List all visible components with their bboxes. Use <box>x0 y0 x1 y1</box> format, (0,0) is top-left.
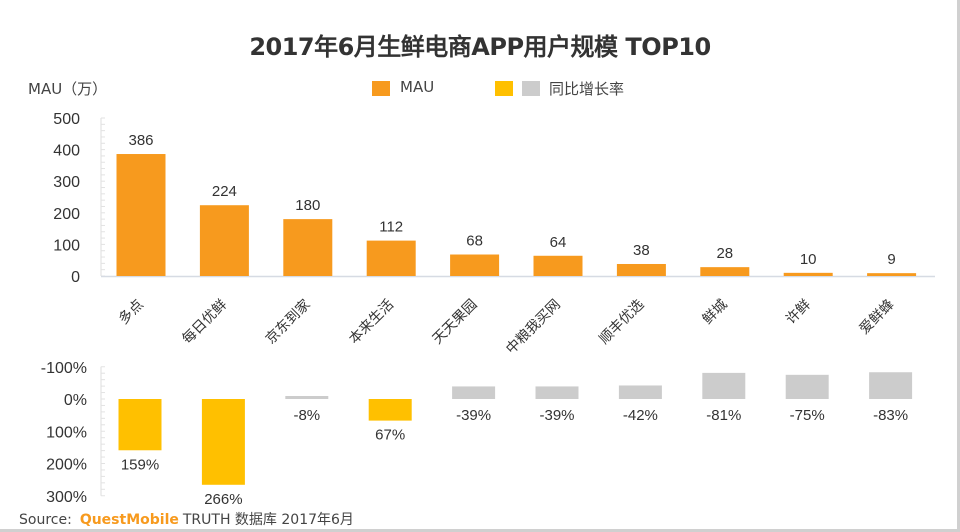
mau-y-tick-label: 100 <box>53 237 80 254</box>
mau-data-label: 38 <box>633 242 650 259</box>
growth-bars <box>119 372 913 485</box>
mau-bar <box>867 273 916 276</box>
mau-bar <box>700 267 749 276</box>
source-brand: QuestMobile <box>80 512 179 528</box>
category-label: 鲜城 <box>700 297 731 328</box>
growth-data-label: -75% <box>790 407 825 424</box>
growth-bar <box>369 399 412 421</box>
growth-bar <box>702 373 745 399</box>
growth-axis: -100% 0% 100% 200% 300% <box>41 360 105 506</box>
category-label: 天天果园 <box>430 297 481 348</box>
mau-bar <box>450 255 499 276</box>
chart-canvas: 0 100 200 300 400 500 386 224 180 112 68 64 38 28 10 9… <box>0 0 960 532</box>
source-note: Source: QuestMobileTRUTH 数据库 2017年6月 <box>19 509 354 529</box>
mau-bar <box>784 273 833 276</box>
mau-y-tick-label: 400 <box>53 143 80 160</box>
growth-y-tick-label: 100% <box>46 424 87 441</box>
growth-bar <box>536 386 579 399</box>
growth-data-label: -42% <box>623 407 658 424</box>
growth-bar <box>786 375 829 399</box>
mau-bar <box>200 205 249 276</box>
mau-y-tick-label: 0 <box>71 269 80 286</box>
source-prefix: Source: <box>19 512 72 528</box>
category-label: 爱鲜蜂 <box>856 297 897 338</box>
category-label: 许鲜 <box>783 297 814 328</box>
mau-bars <box>117 154 917 276</box>
mau-data-label: 68 <box>466 233 483 250</box>
growth-data-label: 67% <box>375 427 405 444</box>
category-label: 本来生活 <box>346 297 397 348</box>
mau-bar <box>283 219 332 276</box>
mau-bar <box>617 264 666 276</box>
growth-bar <box>452 386 495 399</box>
growth-bar <box>619 385 662 399</box>
mau-y-tick-label: 200 <box>53 206 80 223</box>
growth-bar <box>869 372 912 399</box>
growth-y-tick-label: -100% <box>41 360 87 377</box>
category-label: 多点 <box>115 296 147 328</box>
mau-data-label: 180 <box>295 197 320 214</box>
mau-data-label: 386 <box>128 132 153 149</box>
growth-data-label: -39% <box>456 407 491 424</box>
mau-data-label: 64 <box>550 234 567 251</box>
category-label: 每日优鲜 <box>179 297 230 348</box>
growth-data-label: 159% <box>121 456 159 473</box>
mau-data-label: 9 <box>887 251 895 268</box>
growth-data-label: 266% <box>204 491 242 508</box>
growth-bar <box>285 396 328 399</box>
growth-data-label: -8% <box>293 407 320 424</box>
growth-bar <box>202 399 245 485</box>
category-label: 顺丰优选 <box>596 297 647 348</box>
category-label: 中粮我买网 <box>503 297 564 358</box>
mau-data-label: 28 <box>716 245 733 262</box>
growth-bar <box>119 399 162 450</box>
growth-data-label: -81% <box>706 407 741 424</box>
mau-bar <box>117 154 166 276</box>
category-label: 京东到家 <box>262 296 314 348</box>
mau-y-tick-label: 500 <box>53 111 80 128</box>
mau-data-label: 112 <box>379 219 403 236</box>
growth-data-label: -39% <box>539 407 574 424</box>
mau-bar <box>367 241 416 276</box>
mau-data-label: 10 <box>800 251 817 268</box>
mau-data-label: 224 <box>212 183 237 200</box>
source-suffix: TRUTH 数据库 2017年6月 <box>183 512 354 528</box>
growth-y-tick-label: 300% <box>46 489 87 506</box>
growth-y-tick-label: 200% <box>46 457 87 474</box>
growth-y-tick-label: 0% <box>64 392 87 409</box>
mau-y-tick-label: 300 <box>53 174 80 191</box>
growth-data-label: -83% <box>873 407 908 424</box>
category-labels: 多点每日优鲜京东到家本来生活天天果园中粮我买网顺丰优选 鲜城 许鲜 爱鲜蜂 <box>115 296 897 358</box>
mau-bar <box>534 256 583 276</box>
